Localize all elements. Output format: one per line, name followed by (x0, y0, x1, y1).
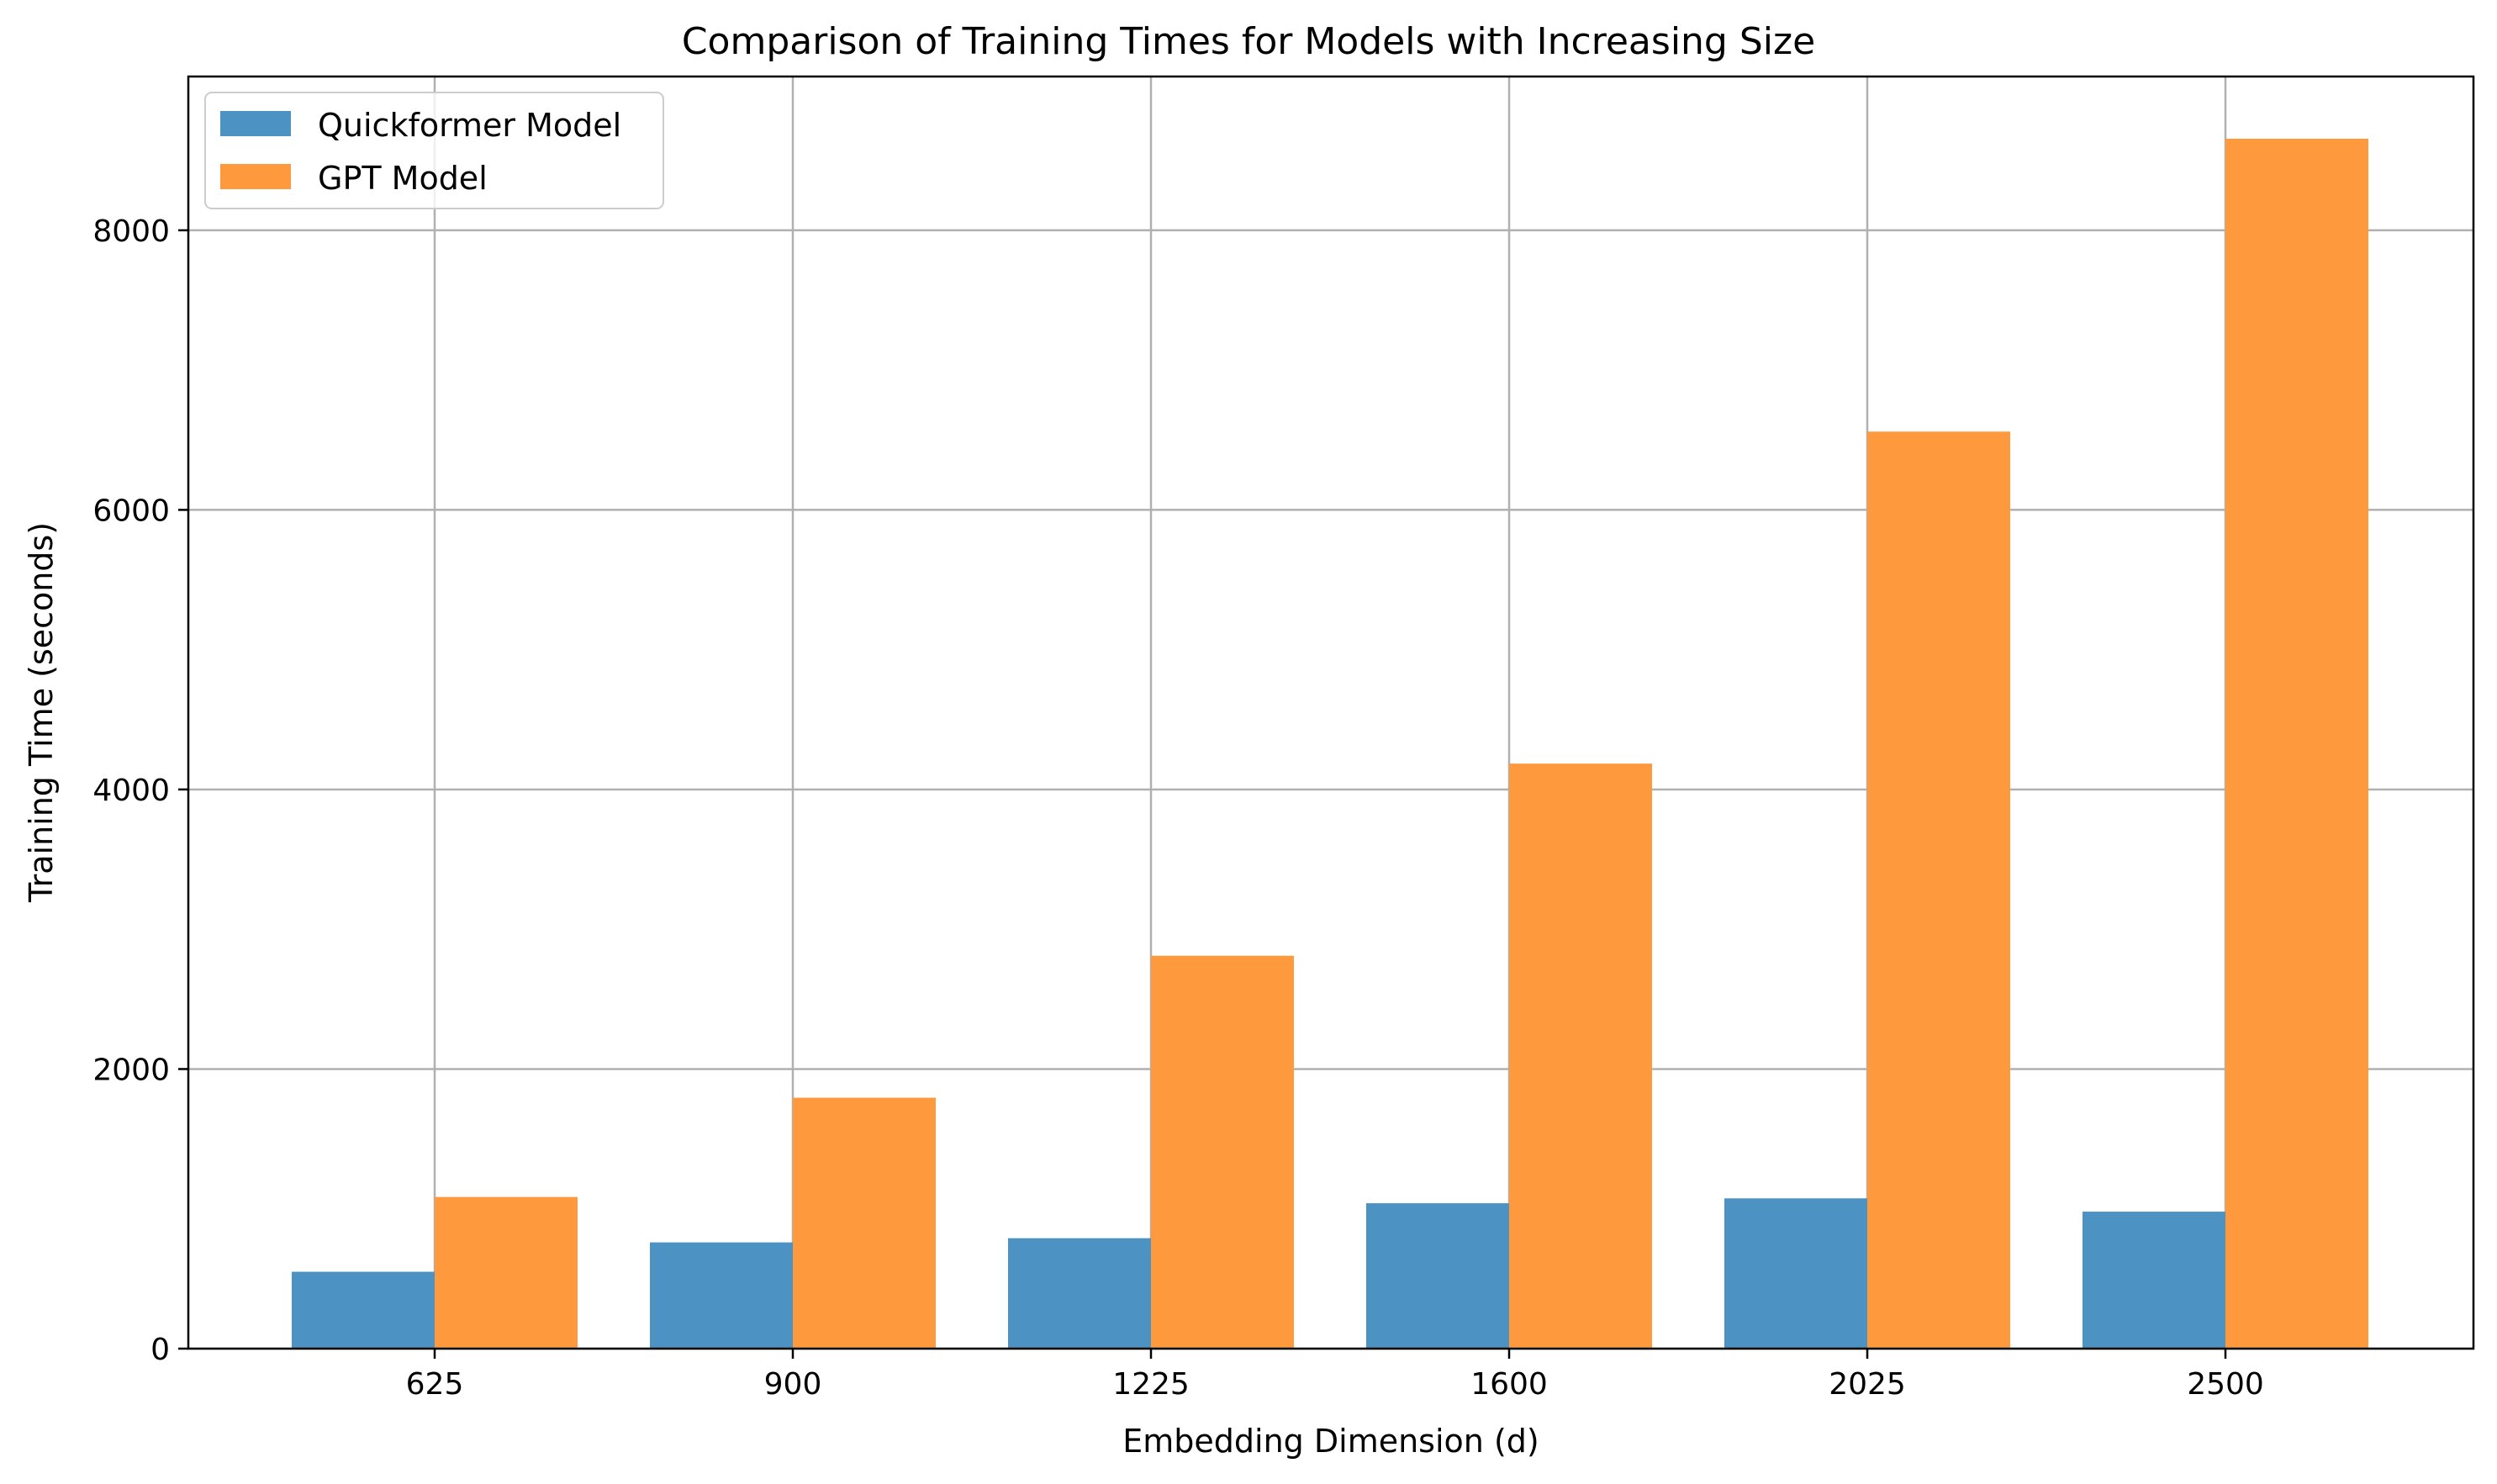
bar-quickformer-model-2500 (2083, 1212, 2225, 1349)
bars (292, 138, 2368, 1349)
y-tick-label: 2000 (92, 1053, 170, 1087)
legend-box (204, 92, 664, 209)
x-tick-label: 900 (764, 1367, 822, 1402)
x-tick-label: 2025 (1829, 1367, 1906, 1402)
x-tick-label: 1600 (1470, 1367, 1548, 1402)
bar-quickformer-model-625 (292, 1271, 435, 1349)
y-tick-label: 4000 (92, 774, 170, 808)
plot-frame (187, 75, 2475, 1350)
y-tick-label: 8000 (92, 214, 170, 249)
legend-label-gpt: GPT Model (318, 160, 488, 197)
bar-quickformer-model-1600 (1366, 1203, 1509, 1349)
legend-label-quickformer: Quickformer Model (318, 107, 621, 144)
legend-swatch-quickformer (220, 111, 291, 136)
x-tick-label: 2500 (2187, 1367, 2264, 1402)
bar-gpt-model-1600 (1509, 763, 1652, 1349)
chart-title: Comparison of Training Times for Models … (682, 20, 1815, 63)
bar-gpt-model-900 (793, 1097, 936, 1349)
bar-gpt-model-2500 (2225, 138, 2368, 1349)
axis-ticks: 0 2000 4000 6000 8000 625 900 1225 1600 2025 2500 (92, 214, 2263, 1402)
legend-swatch-gpt (220, 164, 291, 189)
bar-gpt-model-1225 (1151, 955, 1294, 1349)
x-axis-label: Embedding Dimension (d) (1122, 1423, 1539, 1460)
x-tick-label: 625 (406, 1367, 464, 1402)
y-tick-label: 6000 (92, 494, 170, 528)
bar-quickformer-model-900 (650, 1242, 793, 1349)
bar-gpt-model-625 (435, 1196, 578, 1349)
y-tick-label: 0 (150, 1333, 170, 1367)
y-axis-label: Training Time (seconds) (23, 522, 60, 903)
bar-quickformer-model-1225 (1008, 1238, 1151, 1349)
x-tick-label: 1225 (1112, 1367, 1190, 1402)
bar-quickformer-model-2025 (1724, 1198, 1867, 1349)
legend: Quickformer Model GPT Model (204, 92, 664, 209)
bar-gpt-model-2025 (1867, 431, 2010, 1349)
